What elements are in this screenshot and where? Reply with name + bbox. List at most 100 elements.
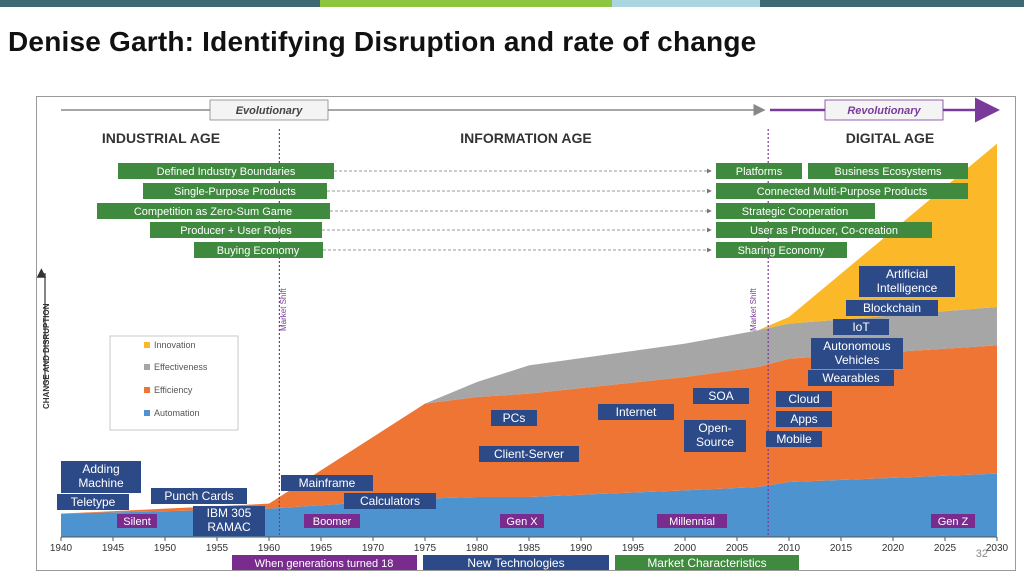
x-tick-label: 1960	[258, 543, 281, 554]
revolutionary-tag	[824, 99, 944, 121]
tech-box	[491, 410, 537, 426]
top-color-bar	[0, 0, 1024, 7]
bottom-legend-label: Market Characteristics	[647, 556, 766, 570]
characteristic-label: Defined Industry Boundaries	[157, 166, 296, 178]
generation-label: Boomer	[313, 516, 352, 528]
bottom-legend-technologies	[423, 555, 609, 570]
characteristic-box	[97, 203, 330, 219]
bottom-legend-generations	[232, 555, 417, 570]
technology-labels: Adding Machine Teletype Punch Cards IBM 3…	[57, 266, 955, 536]
characteristic-box	[150, 222, 322, 238]
tech-label: Wearables	[822, 371, 879, 385]
x-tick-label: 1985	[518, 543, 541, 554]
topbar-segment-3	[612, 0, 760, 7]
tech-label: Mobile	[776, 432, 812, 446]
topbar-segment-1	[0, 0, 320, 7]
tech-label: Adding Machine	[78, 462, 124, 490]
characteristic-label: Business Ecosystems	[835, 166, 942, 178]
x-tick-label: 1945	[102, 543, 125, 554]
generation-label: Gen Z	[938, 516, 969, 528]
characteristic-box	[716, 183, 968, 199]
disruption-diagram: Market Shift Market Shift Evolutionary R…	[36, 96, 1016, 571]
characteristic-label: Strategic Cooperation	[742, 206, 848, 218]
characteristic-box	[716, 222, 932, 238]
area-legend: Innovation Effectiveness Efficiency Auto…	[109, 335, 239, 431]
characteristic-label: User as Producer, Co-creation	[750, 225, 898, 237]
characteristic-label: Connected Multi-Purpose Products	[757, 186, 928, 198]
x-tick-label: 1940	[50, 543, 73, 554]
tech-label: PCs	[503, 411, 526, 425]
x-tick-label: 1995	[622, 543, 645, 554]
diagram-canvas: Market Shift Market Shift Evolutionary R…	[36, 97, 1009, 570]
characteristic-box	[716, 163, 802, 179]
tech-box	[281, 475, 373, 491]
tech-label: Internet	[616, 405, 657, 419]
x-tick-label: 2025	[934, 543, 957, 554]
topbar-segment-4	[760, 0, 1024, 7]
characteristic-box	[808, 163, 968, 179]
characteristics-left: Defined Industry Boundaries Single-Purpo…	[97, 163, 334, 258]
bottom-legend-label: When generations turned 18	[255, 558, 394, 570]
age-digital: DIGITAL AGE	[846, 130, 934, 146]
tech-label: Autonomous Vehicles	[823, 339, 890, 367]
area-effectiveness	[61, 307, 997, 514]
age-information: INFORMATION AGE	[460, 130, 591, 146]
characteristic-box	[143, 183, 327, 199]
characteristic-box	[194, 242, 323, 258]
x-tick-label: 1975	[414, 543, 437, 554]
tech-label: Teletype	[71, 495, 116, 509]
tech-box	[684, 420, 746, 452]
characteristic-box	[118, 163, 334, 179]
x-tick-label: 2020	[882, 543, 905, 554]
x-tick-label: 2000	[674, 543, 697, 554]
bottom-legend-market	[615, 555, 799, 570]
characteristic-box	[716, 242, 847, 258]
characteristic-label: Sharing Economy	[738, 245, 825, 257]
tech-box	[344, 493, 436, 509]
legend-label: Efficiency	[154, 385, 193, 395]
tech-box	[766, 431, 822, 447]
area-automation	[61, 473, 997, 537]
tech-box	[57, 494, 129, 510]
tech-box	[598, 404, 674, 420]
tech-label: Open-Source	[696, 421, 734, 449]
y-axis-label: CHANGE AND DISRUPTION	[42, 303, 51, 409]
generation-label: Silent	[123, 516, 151, 528]
legend-label: Innovation	[154, 340, 196, 350]
legend-swatch-efficiency	[144, 387, 150, 393]
tech-box	[808, 370, 894, 386]
generation-box	[931, 514, 975, 528]
tech-label: Artificial Intelligence	[877, 267, 938, 295]
generation-box	[304, 514, 360, 528]
x-tick-label: 1970	[362, 543, 385, 554]
x-tick-label: 1990	[570, 543, 593, 554]
tech-label: Apps	[790, 412, 817, 426]
revolutionary-label: Revolutionary	[847, 105, 921, 117]
market-shift-label-2: Market Shift	[749, 288, 758, 331]
generation-box	[500, 514, 544, 528]
tech-label: Calculators	[360, 494, 420, 508]
area-efficiency	[61, 345, 997, 514]
page-number: 32	[975, 548, 988, 560]
generation-box	[657, 514, 727, 528]
stacked-areas	[61, 143, 997, 537]
evolutionary-label: Evolutionary	[236, 105, 304, 117]
x-tick-label: 1955	[206, 543, 229, 554]
tech-label: Blockchain	[863, 301, 921, 315]
x-tick-label: 2030	[986, 543, 1009, 554]
x-tick-label: 2015	[830, 543, 853, 554]
legend-frame	[109, 335, 239, 431]
legend-label: Automation	[154, 408, 200, 418]
characteristic-label: Buying Economy	[217, 245, 300, 257]
tech-label: IBM 305 RAMAC	[207, 506, 252, 534]
bottom-legend: When generations turned 18 New Technolog…	[232, 555, 799, 570]
legend-swatch-automation	[144, 410, 150, 416]
tech-box	[811, 338, 903, 369]
x-tick-label: 1965	[310, 543, 333, 554]
legend-label: Effectiveness	[154, 362, 208, 372]
age-industrial: INDUSTRIAL AGE	[102, 130, 220, 146]
x-tick-label: 2005	[726, 543, 749, 554]
market-shift-label-1: Market Shift	[279, 288, 288, 331]
tech-label: SOA	[708, 389, 733, 403]
tech-box	[859, 266, 955, 297]
